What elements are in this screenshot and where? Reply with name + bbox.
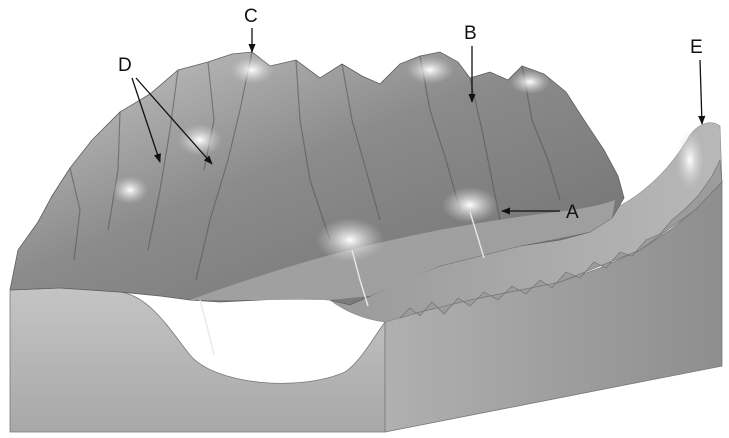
label-e: E (690, 37, 703, 58)
arrow-d-right (135, 77, 213, 165)
label-b: B (464, 23, 477, 44)
label-c: C (244, 6, 258, 27)
snow-highlights (112, 56, 704, 262)
streams (199, 211, 485, 356)
block-front-face (9, 287, 386, 433)
label-a: A (566, 202, 579, 223)
arrow-e (698, 59, 706, 125)
arrow-d-left (131, 77, 161, 163)
right-edge-ridge (399, 158, 723, 319)
central-valley (190, 200, 615, 300)
label-d: D (118, 55, 132, 76)
